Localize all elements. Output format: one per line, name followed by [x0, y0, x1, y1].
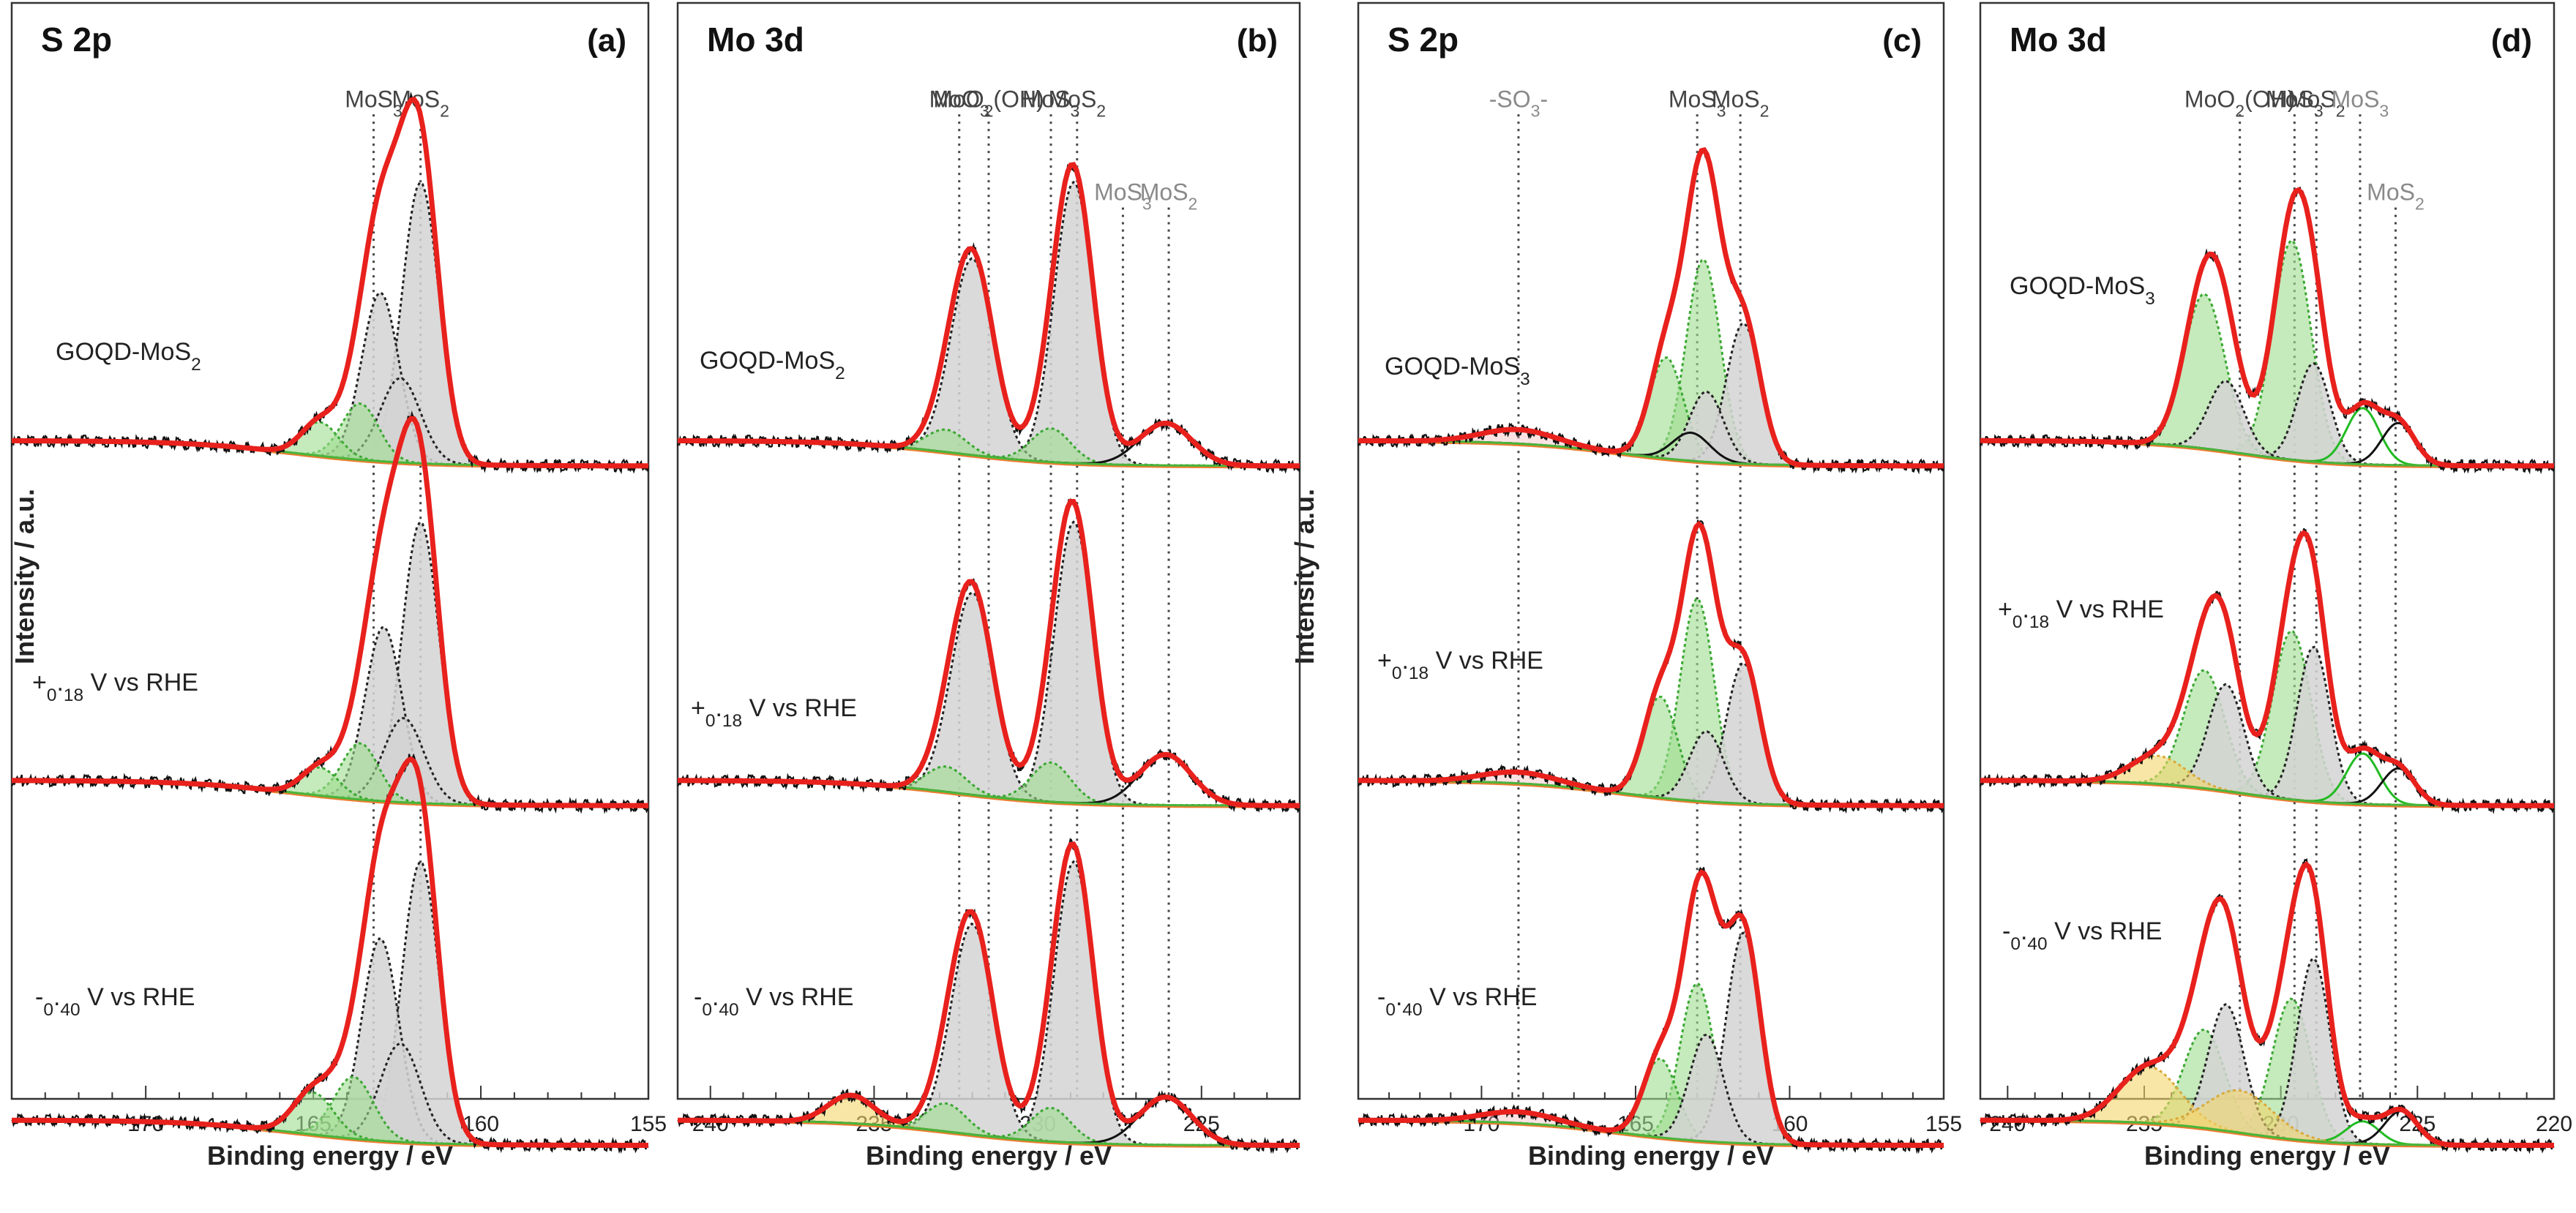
x-axis-label: Binding energy / eV	[866, 1141, 1112, 1171]
fit-envelope	[1358, 147, 1944, 469]
x-tick-label: 155	[1925, 1112, 1962, 1136]
component-fill	[1358, 1111, 1944, 1146]
reference-label: MoS3	[1669, 86, 1726, 120]
trace-label: -0.40 V vs RHE	[1377, 983, 1537, 1020]
component-fill	[1358, 429, 1944, 466]
reference-label: MoS2	[2288, 86, 2345, 120]
panel-label: (b)	[1237, 23, 1278, 59]
panel-label: (d)	[2491, 23, 2532, 59]
reference-label: MoS2	[1140, 179, 1198, 214]
trace-label: +0.18 V vs RHE	[691, 694, 857, 731]
component-fill	[1980, 1090, 2554, 1146]
trace-label: GOQD-MoS3	[1385, 353, 1530, 389]
fit-envelope	[12, 416, 648, 808]
component-fill	[678, 923, 1300, 1146]
panel-a: 170165160155Binding energy / eVS 2p(a)Mo…	[10, 1, 667, 1171]
reference-label: MoO2(OH)	[2184, 86, 2295, 120]
component-curve	[678, 428, 1300, 467]
reference-label: MoO2(OH)	[933, 86, 1044, 120]
trace-label: -0.40 V vs RHE	[2002, 917, 2162, 954]
fit-envelope	[678, 162, 1300, 469]
fit-envelope	[1358, 520, 1944, 808]
fit-envelope	[678, 499, 1300, 808]
y-axis-label-left: Intensity / a.u.	[10, 489, 40, 664]
trace-label: +0.18 V vs RHE	[32, 669, 198, 705]
spectrum-title: S 2p	[41, 20, 112, 59]
fit-envelope	[1980, 861, 2554, 1148]
reference-label: MoS2	[2367, 179, 2425, 214]
component-fill	[12, 1092, 648, 1146]
trace-label: GOQD-MoS2	[700, 347, 845, 383]
x-axis-label: Binding energy / eV	[207, 1141, 453, 1171]
spectrum-title: Mo 3d	[707, 20, 804, 59]
fit-envelope	[1358, 869, 1944, 1148]
trace-label: GOQD-MoS3	[2010, 272, 2155, 309]
reference-label: MoS2	[1712, 86, 1770, 120]
fit-envelope	[678, 841, 1300, 1148]
component-curve	[678, 765, 1300, 807]
reference-label: MoS3	[1094, 179, 1152, 214]
trace-label: +0.18 V vs RHE	[1998, 596, 2164, 632]
component-fill	[1980, 631, 2554, 806]
reference-label: MoS2	[1048, 86, 1106, 120]
spectrum-title: S 2p	[1388, 20, 1459, 59]
trace-label: -0.40 V vs RHE	[35, 983, 195, 1020]
spectrum-title: Mo 3d	[2010, 20, 2107, 59]
panel-label: (a)	[587, 23, 626, 59]
fit-envelope	[12, 96, 648, 469]
trace-label: GOQD-MoS2	[56, 338, 201, 375]
component-fill	[1358, 1059, 1944, 1146]
fit-envelope	[12, 756, 648, 1148]
trace-label: +0.18 V vs RHE	[1377, 647, 1543, 683]
trace-label: -0.40 V vs RHE	[694, 983, 853, 1020]
component-fill	[1358, 772, 1944, 806]
x-tick-label: 155	[630, 1112, 667, 1136]
fit-envelope	[1980, 530, 2554, 808]
component-fill	[1358, 696, 1944, 806]
panel-label: (c)	[1882, 23, 1922, 59]
component-fill	[12, 767, 648, 806]
reference-label: MoO3	[929, 86, 989, 120]
reference-label: -SO3-	[1489, 86, 1548, 120]
component-fill	[678, 592, 1300, 806]
x-tick-label: 220	[2536, 1112, 2572, 1136]
reference-label: MoS3	[2332, 86, 2389, 120]
component-fill	[1980, 241, 2554, 466]
fit-envelope	[1980, 187, 2554, 469]
component-fill	[678, 258, 1300, 466]
component-fill	[12, 421, 648, 466]
reference-label: MoS3	[345, 86, 402, 120]
component-fill	[678, 1095, 1300, 1146]
panel-c: 170165160155Binding energy / eVS 2p(c)-S…	[1357, 1, 1962, 1171]
x-axis-label: Binding energy / eV	[1528, 1141, 1774, 1171]
plot-frame	[10, 1, 650, 1100]
y-axis-label-right: Intensity / a.u.	[1289, 489, 1319, 664]
component-fill	[1358, 357, 1944, 466]
